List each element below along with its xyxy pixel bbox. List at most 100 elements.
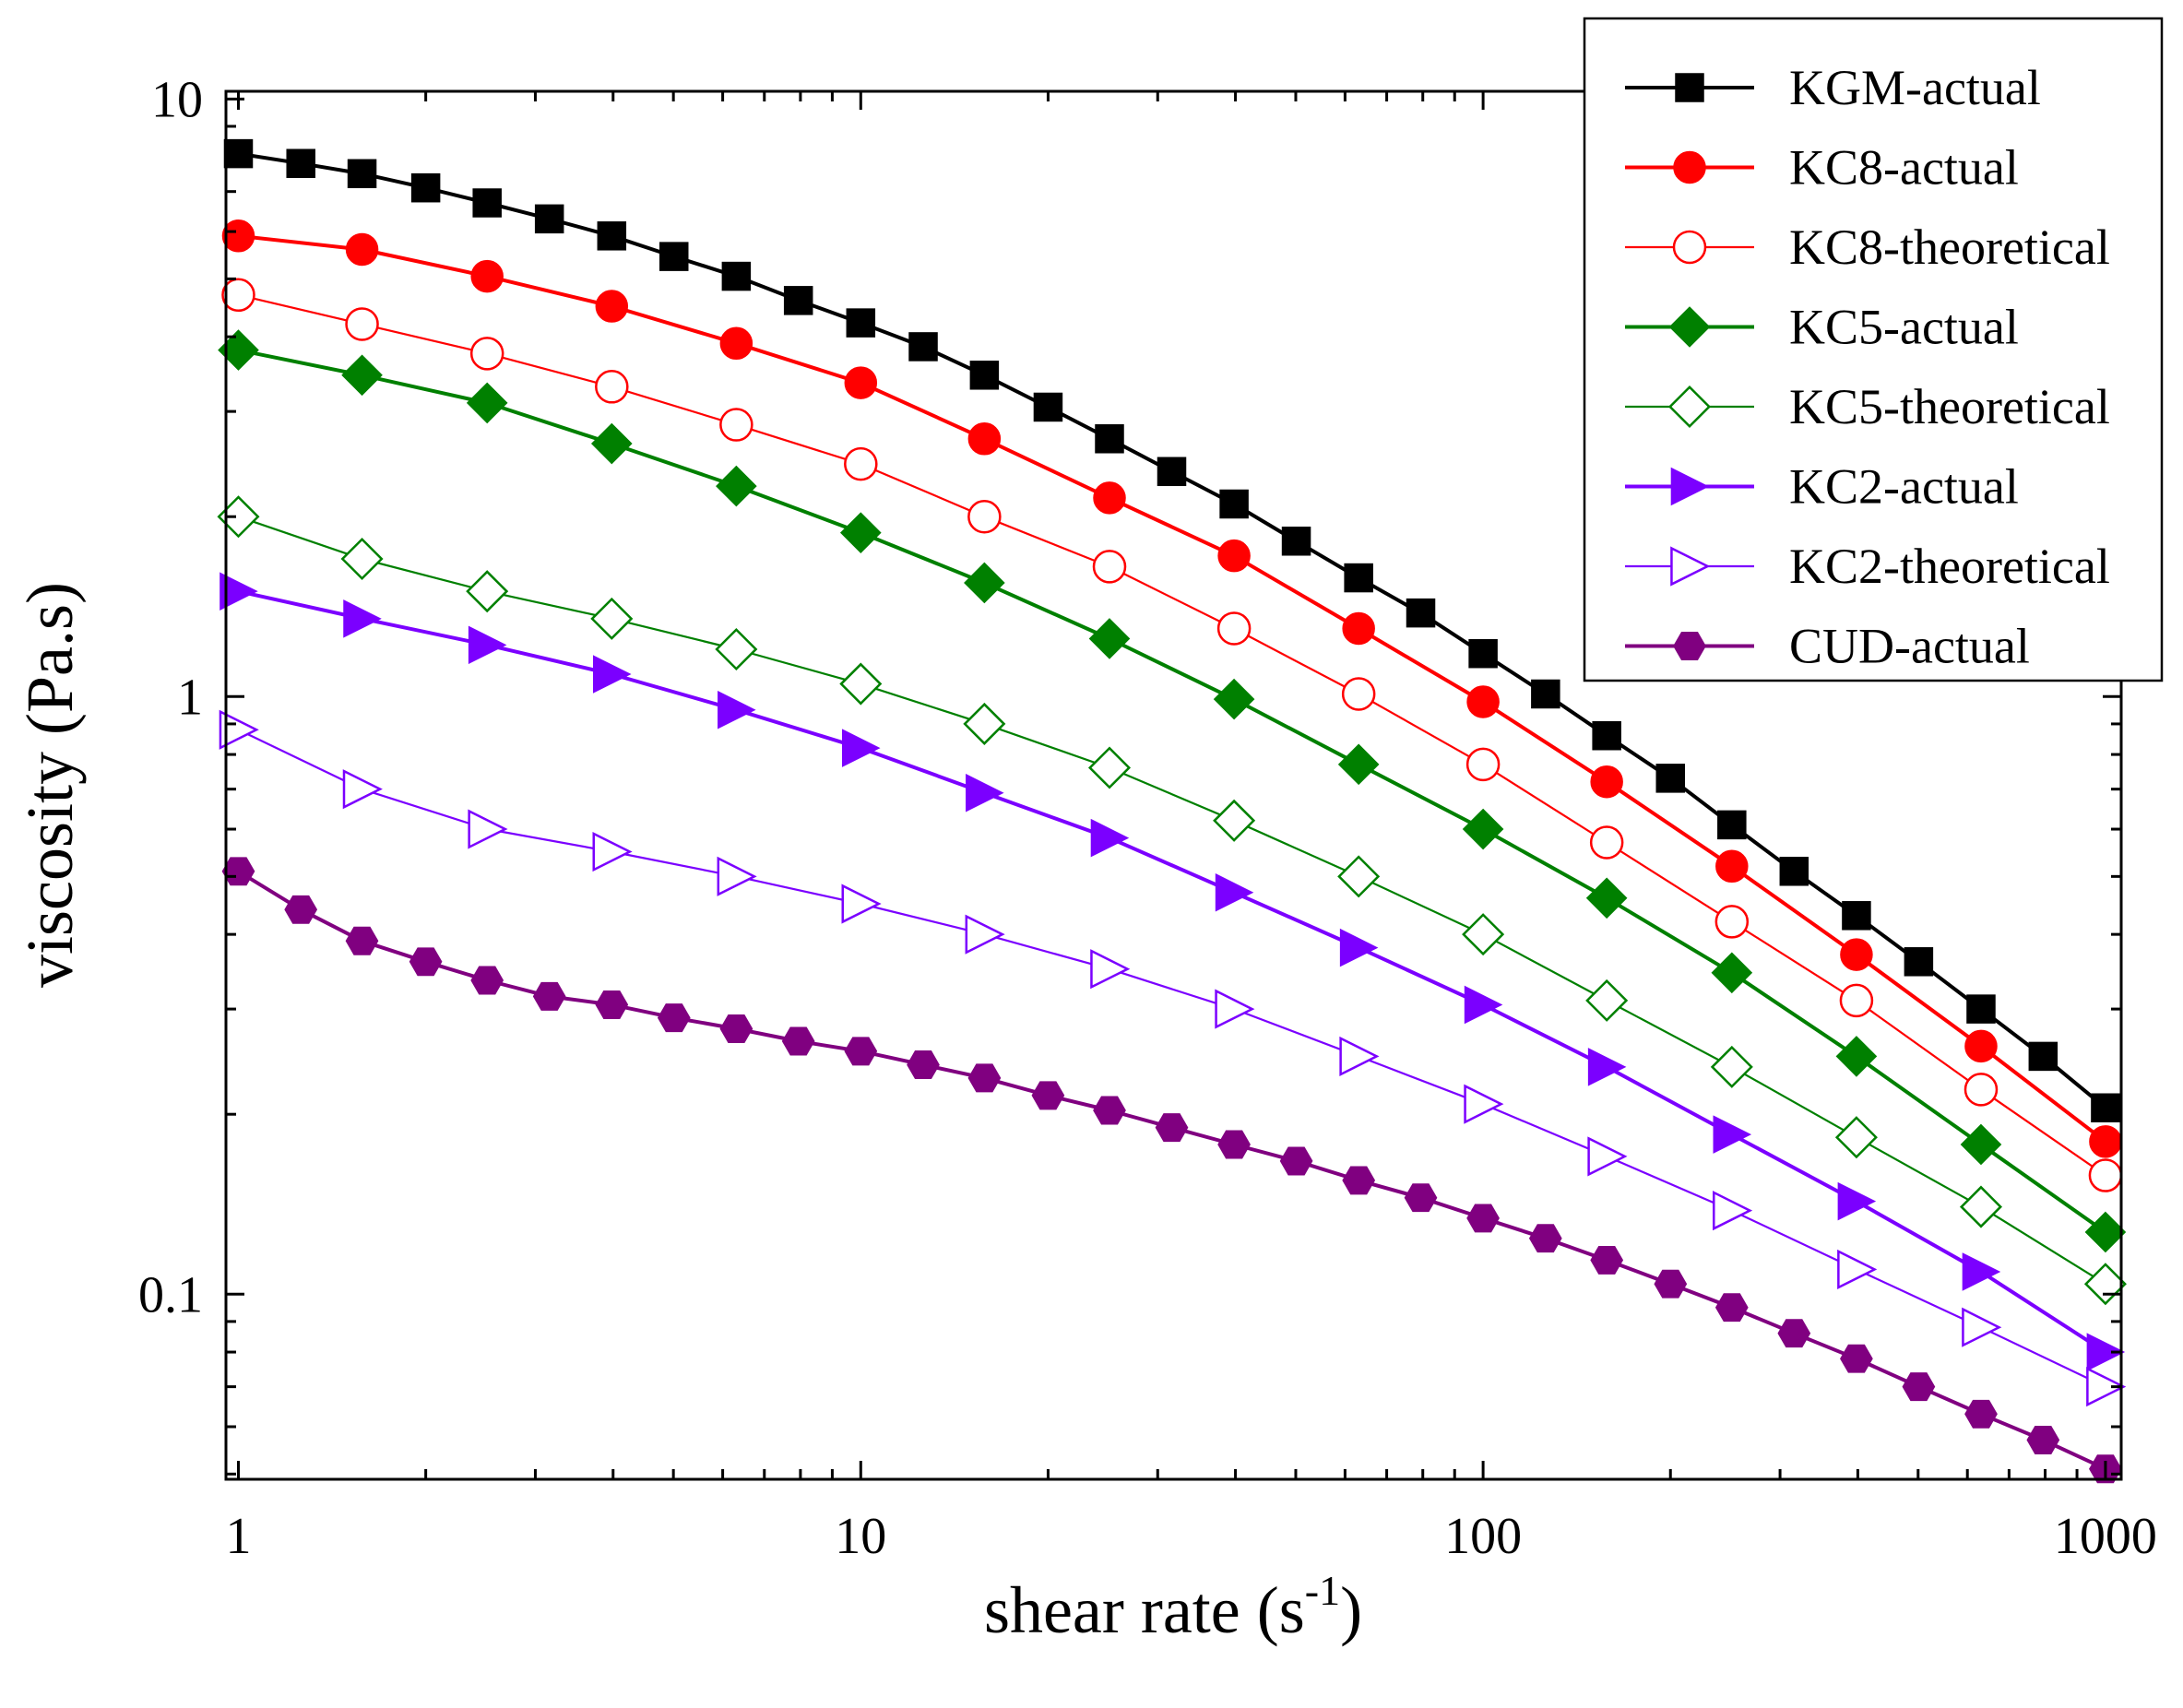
- legend-marker: [1670, 546, 1711, 587]
- series-line-kc2-actual: [238, 589, 2106, 1354]
- series-line-kc8-actual: [238, 233, 2107, 1144]
- series-kc8-theoretical: [221, 278, 2123, 1192]
- data-point-kc8-theoretical: [1465, 747, 1501, 782]
- data-point-kc2-theoretical: [1713, 1191, 1753, 1231]
- data-point-kgm-actual: [908, 332, 938, 362]
- data-point-kc2-actual: [2086, 1333, 2126, 1371]
- data-point-kc2-theoretical: [1587, 1136, 1628, 1177]
- x-tick-label: 100: [1444, 1508, 1522, 1565]
- data-point-cud-actual: [844, 1037, 878, 1066]
- x-axis-title-suffix: ): [1340, 1573, 1362, 1647]
- data-point-kgm-actual: [659, 242, 689, 271]
- data-point-cud-actual: [719, 1014, 753, 1044]
- y-tick-label: 0.1: [138, 1266, 203, 1323]
- data-point-kc5-theoretical: [839, 662, 883, 706]
- data-point-kc8-theoretical: [1714, 905, 1750, 939]
- data-point-kgm-actual: [969, 361, 1000, 390]
- data-point-kc2-actual: [1464, 985, 1503, 1025]
- legend-items: KGM-actual KC8-actual KC8-theoretical KC5-a…: [1625, 60, 2110, 674]
- data-point-kc2-theoretical: [1215, 989, 1255, 1029]
- y-axis-title: viscosity (Pa.s): [13, 582, 87, 988]
- data-point-kgm-actual: [1842, 901, 1871, 931]
- data-point-kc5-actual: [341, 354, 383, 397]
- data-point-cud-actual: [1031, 1081, 1065, 1110]
- data-point-kgm-actual: [597, 221, 627, 251]
- plot-frame: [224, 89, 2123, 1481]
- data-point-kgm-actual: [1655, 764, 1686, 793]
- data-point-kc8-theoretical: [1092, 550, 1127, 584]
- data-point-kc5-theoretical: [1834, 1116, 1878, 1159]
- data-point-kc2-actual: [343, 599, 382, 638]
- data-point-kc5-theoretical: [1337, 855, 1381, 898]
- legend-marker: [1670, 467, 1710, 506]
- data-point-cud-actual: [1279, 1146, 1313, 1176]
- data-point-kc8-theoretical: [1341, 677, 1376, 711]
- data-point-kgm-actual: [1219, 489, 1249, 519]
- data-point-kc5-actual: [964, 562, 1005, 604]
- data-point-cud-actual: [284, 895, 318, 924]
- data-point-kgm-actual: [1281, 527, 1311, 556]
- data-point-kgm-actual: [1531, 679, 1560, 709]
- data-point-kc2-actual: [1090, 818, 1130, 858]
- legend-label: KC2-theoretical: [1789, 539, 2110, 594]
- data-point-kc8-theoretical: [469, 337, 504, 371]
- data-point-kc5-actual: [839, 512, 882, 553]
- data-point-kgm-actual: [1904, 947, 1934, 977]
- ticks-layer: 1 10 100 1000 0.1 1 10: [138, 71, 2157, 1565]
- data-point-kgm-actual: [1033, 392, 1063, 422]
- data-point-kgm-actual: [1779, 857, 1809, 886]
- data-point-kc8-actual: [1093, 481, 1126, 515]
- data-point-kc2-theoretical: [1962, 1307, 2002, 1347]
- data-point-kc8-theoretical: [1589, 825, 1624, 860]
- legend-label: KC8-theoretical: [1789, 219, 2110, 275]
- data-point-cud-actual: [1590, 1245, 1624, 1275]
- data-point-kc2-theoretical: [1090, 949, 1131, 990]
- legend-marker: [1667, 385, 1712, 429]
- data-point-cud-actual: [1964, 1399, 1998, 1429]
- data-point-kc8-actual: [1840, 938, 1873, 971]
- data-point-kgm-actual: [1592, 720, 1621, 751]
- legend-label: KGM-actual: [1789, 60, 2041, 115]
- series-line-kc5-theoretical: [238, 516, 2106, 1286]
- data-point-cud-actual: [1777, 1319, 1811, 1348]
- data-point-kgm-actual: [223, 138, 254, 169]
- data-point-kc5-theoretical: [340, 537, 384, 580]
- data-point-kgm-actual: [1095, 424, 1124, 454]
- data-point-kc8-theoretical: [1216, 611, 1252, 646]
- series-kgm-actual: [223, 138, 2120, 1122]
- data-point-kc5-theoretical: [1087, 746, 1132, 789]
- data-point-cud-actual: [1155, 1113, 1189, 1143]
- data-point-cud-actual: [1902, 1372, 1936, 1402]
- x-tick-label: 10: [835, 1508, 886, 1565]
- data-point-kc2-theoretical: [468, 809, 508, 849]
- data-point-kgm-actual: [1344, 563, 1373, 593]
- y-tick-label: 1: [177, 669, 203, 726]
- data-point-cud-actual: [532, 981, 566, 1011]
- data-point-kc5-actual: [1088, 618, 1131, 659]
- legend-marker: [1675, 73, 1704, 102]
- data-point-cud-actual: [1217, 1130, 1251, 1159]
- data-point-kgm-actual: [347, 159, 377, 189]
- data-point-kc5-theoretical: [466, 570, 509, 613]
- data-point-cud-actual: [657, 1003, 691, 1033]
- data-point-kc8-actual: [470, 259, 504, 293]
- legend-item-kc2-theoretical: KC2-theoretical: [1625, 539, 2110, 594]
- data-point-kc5-actual: [1462, 808, 1504, 850]
- data-point-kc5-theoretical: [2083, 1263, 2127, 1306]
- data-point-kc8-actual: [844, 366, 878, 399]
- data-point-kc2-theoretical: [841, 884, 882, 924]
- data-point-kgm-actual: [1717, 810, 1747, 840]
- data-point-cud-actual: [470, 966, 504, 995]
- data-point-kc2-actual: [718, 690, 756, 729]
- data-point-kc5-theoretical: [1959, 1185, 2002, 1228]
- data-point-kc8-actual: [1342, 611, 1375, 646]
- data-point-kc5-actual: [1711, 952, 1753, 994]
- data-point-kc2-theoretical: [342, 769, 383, 810]
- data-point-kc5-actual: [1585, 877, 1628, 919]
- series-kc2-actual: [219, 572, 2126, 1371]
- data-point-kc8-actual: [1590, 765, 1623, 799]
- data-point-kgm-actual: [1406, 598, 1436, 628]
- legend-item-kc5-theoretical: KC5-theoretical: [1625, 379, 2110, 434]
